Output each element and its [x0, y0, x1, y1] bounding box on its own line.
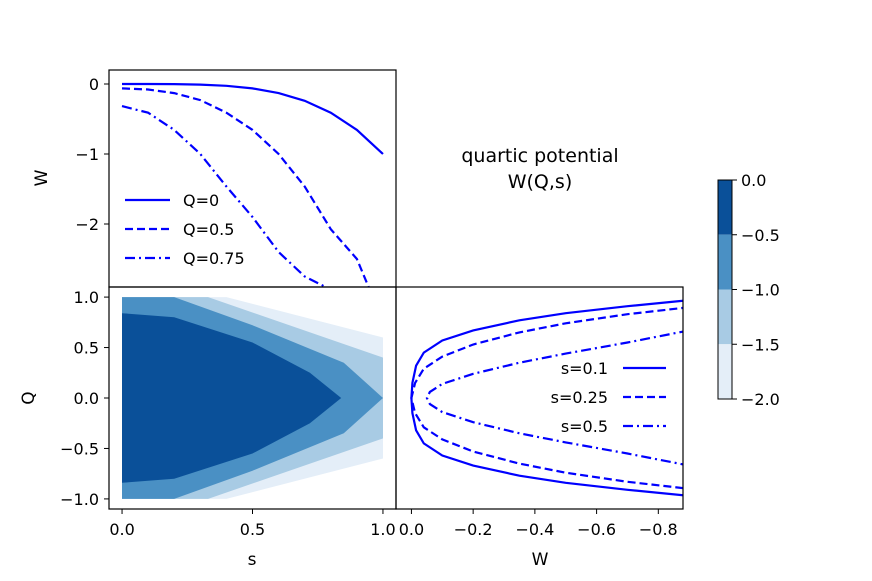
series-line-1 [410, 306, 683, 490]
line-panel-w-vs-s: 0 −1 −2 W Q=0 Q=0.5 Q=0.75 [32, 69, 397, 288]
colorbar-tick-label: 0.0 [741, 171, 766, 190]
x-tick-label: 0.5 [240, 520, 265, 539]
xlabel-s: s [248, 550, 257, 570]
title-line-2: W(Q,s) [508, 171, 573, 193]
y-tick-label: 0 [89, 75, 99, 94]
series-line-0 [122, 82, 384, 155]
colorbar-tick-label: −1.0 [741, 281, 780, 300]
y-tick-label: 1.0 [74, 288, 99, 307]
xlabel-w-bottom: W [532, 550, 549, 570]
legend-q: Q=0 Q=0.5 Q=0.75 [125, 191, 245, 268]
colorbar-tick-label: −2.0 [741, 390, 780, 409]
x-tick-label: −0.2 [454, 520, 493, 539]
contour-panel-q-vs-s: 0.0 0.5 1.0 1.0 0.5 0.0 −0.5 −1.0 s Q [19, 286, 397, 570]
x-tick-label: 0.0 [399, 520, 424, 539]
legend-label-0: s=0.1 [561, 359, 608, 378]
y-tick-label: −1.0 [60, 490, 99, 509]
y-tick-label: −0.5 [60, 439, 99, 458]
series-line-1 [121, 87, 370, 287]
y-tick-label: 0.5 [74, 339, 99, 358]
x-tick-label: −0.4 [515, 520, 554, 539]
legend-label-0: Q=0 [183, 191, 219, 210]
x-tick-label: −0.6 [577, 520, 616, 539]
legend-label-2: s=0.5 [561, 417, 608, 436]
legend-label-1: Q=0.5 [183, 220, 234, 239]
title-line-1: quartic potential [461, 145, 618, 167]
legend-label-1: s=0.25 [551, 388, 608, 407]
colorbar-band-1 [718, 234, 732, 290]
y-tick-label: 0.0 [74, 389, 99, 408]
ylabel-w-top: W [32, 169, 52, 186]
colorbar-tick-label: −0.5 [741, 226, 780, 245]
colorbar-band-3 [718, 344, 732, 399]
line-panel-q-vs-w: 0.0 −0.2 −0.4 −0.6 −0.8 W s=0.1 s=0.25 s=0.5 [395, 286, 684, 570]
colorbar-band-0 [718, 180, 732, 235]
y-tick-label: −1 [75, 145, 99, 164]
ylabel-q: Q [19, 391, 39, 404]
contour-band-3 [122, 313, 342, 483]
colorbar-band-2 [718, 289, 732, 345]
legend-s: s=0.1 s=0.25 s=0.5 [551, 359, 666, 436]
y-tick-label: −2 [75, 215, 99, 234]
legend-label-2: Q=0.75 [183, 249, 245, 268]
x-tick-label: 0.0 [109, 520, 134, 539]
colorbar-tick-label: −1.5 [741, 335, 780, 354]
x-tick-label: −0.8 [639, 520, 678, 539]
series-line-2 [121, 105, 327, 287]
x-tick-label: 1.0 [370, 520, 395, 539]
series-line-2 [425, 330, 683, 466]
colorbar: 0.0 −0.5 −1.0 −1.5 −2.0 [717, 171, 780, 409]
